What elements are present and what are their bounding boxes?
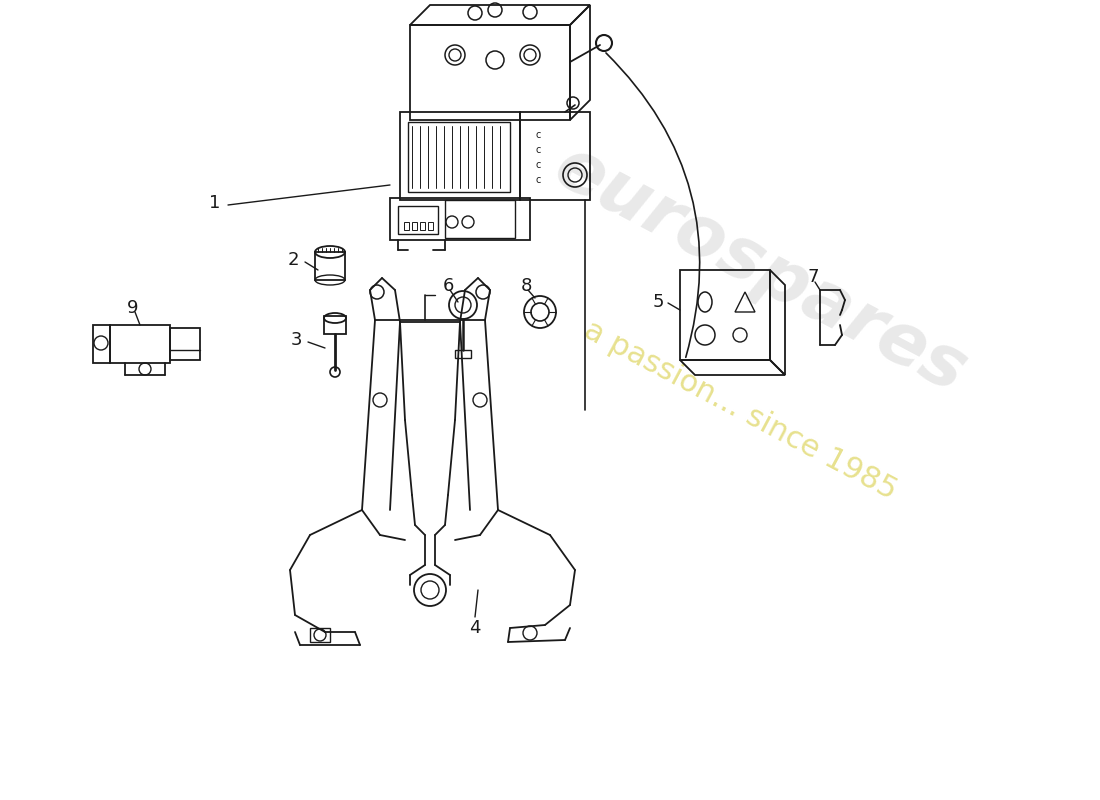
Text: 5: 5	[652, 293, 663, 311]
Text: 4: 4	[470, 619, 481, 637]
Bar	[170, 328, 200, 360]
Text: 1: 1	[209, 194, 221, 212]
Text: 9: 9	[128, 299, 139, 317]
Text: c: c	[536, 130, 541, 140]
Bar	[390, 198, 530, 240]
Text: c: c	[536, 160, 541, 170]
Text: c: c	[536, 175, 541, 185]
Text: 3: 3	[290, 331, 301, 349]
Bar	[420, 222, 425, 230]
Bar	[310, 628, 330, 642]
Bar	[455, 350, 471, 358]
Text: 6: 6	[442, 277, 453, 295]
Bar	[412, 222, 417, 230]
Bar	[446, 200, 515, 238]
Text: 8: 8	[520, 277, 531, 295]
Bar	[404, 222, 409, 230]
Bar	[408, 122, 510, 192]
Text: 7: 7	[807, 268, 818, 286]
Bar	[315, 252, 345, 280]
Bar	[110, 325, 170, 363]
Text: 2: 2	[287, 251, 299, 269]
Text: eurospares: eurospares	[542, 132, 978, 408]
Bar	[400, 112, 520, 200]
Text: c: c	[536, 145, 541, 155]
Text: a passion... since 1985: a passion... since 1985	[579, 315, 901, 505]
Bar	[324, 316, 346, 334]
Bar	[410, 25, 570, 120]
Bar	[428, 222, 433, 230]
Bar	[398, 206, 438, 234]
Bar	[520, 112, 590, 200]
